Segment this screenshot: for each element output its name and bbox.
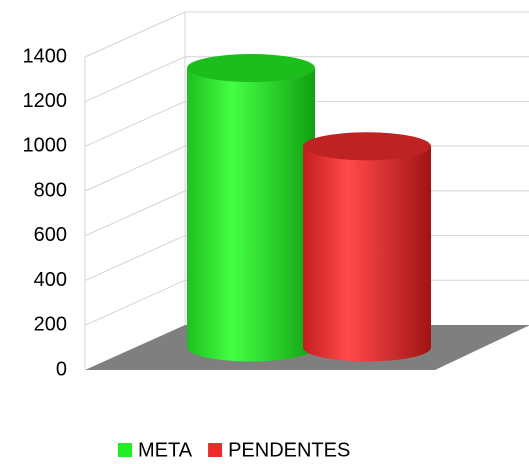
- y-tick-label: 200: [34, 314, 67, 336]
- grid-line: [84, 279, 186, 326]
- grid-line: [84, 190, 186, 237]
- y-tick-label: 400: [34, 269, 67, 291]
- bar-cap: [303, 132, 431, 161]
- cylinder: [303, 132, 431, 362]
- grid-line: [84, 145, 186, 192]
- legend-swatch: [208, 443, 223, 457]
- y-tick-label: 1400: [23, 45, 68, 67]
- y-tick-label: 600: [34, 224, 67, 246]
- bar-cap: [187, 54, 315, 83]
- y-tick-label: 1200: [23, 90, 68, 112]
- legend-swatch: [118, 443, 132, 457]
- cylinder: [187, 54, 315, 362]
- grid-line: [84, 11, 186, 58]
- y-tick-label: 1000: [23, 135, 68, 157]
- legend-label: PENDENTES: [228, 439, 350, 461]
- grid-line: [84, 56, 186, 103]
- grid-line: [84, 235, 186, 282]
- bar: [187, 68, 315, 362]
- y-tick-label: 0: [56, 358, 67, 380]
- y-tick-label: 800: [34, 179, 67, 201]
- legend-label: META: [138, 439, 193, 461]
- bar: [303, 146, 431, 362]
- grid-line: [84, 100, 186, 147]
